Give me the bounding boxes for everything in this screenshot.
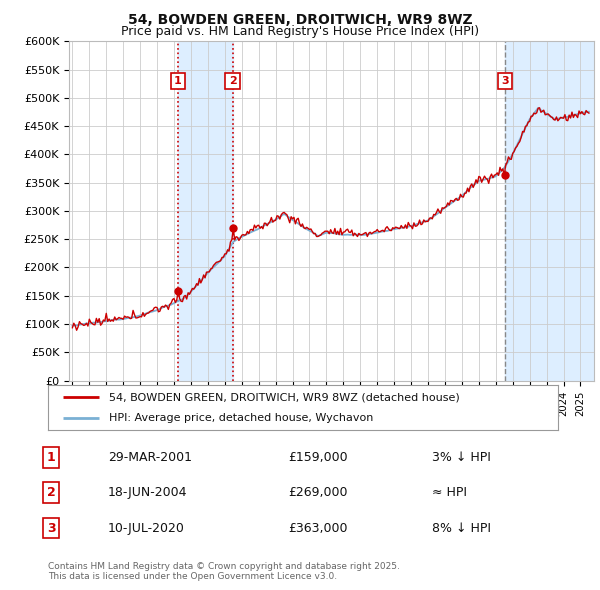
Text: Price paid vs. HM Land Registry's House Price Index (HPI): Price paid vs. HM Land Registry's House … bbox=[121, 25, 479, 38]
Text: 2: 2 bbox=[47, 486, 55, 499]
Text: 54, BOWDEN GREEN, DROITWICH, WR9 8WZ (detached house): 54, BOWDEN GREEN, DROITWICH, WR9 8WZ (de… bbox=[109, 392, 460, 402]
Text: 10-JUL-2020: 10-JUL-2020 bbox=[108, 522, 185, 535]
Bar bbox=[178, 41, 233, 381]
Text: 1: 1 bbox=[47, 451, 55, 464]
Text: Contains HM Land Registry data © Crown copyright and database right 2025.
This d: Contains HM Land Registry data © Crown c… bbox=[48, 562, 400, 581]
Text: 29-MAR-2001: 29-MAR-2001 bbox=[108, 451, 192, 464]
Bar bbox=[505, 41, 594, 381]
Text: 8% ↓ HPI: 8% ↓ HPI bbox=[432, 522, 491, 535]
Text: 3: 3 bbox=[47, 522, 55, 535]
Text: HPI: Average price, detached house, Wychavon: HPI: Average price, detached house, Wych… bbox=[109, 412, 374, 422]
Text: 3: 3 bbox=[501, 76, 509, 86]
Text: 1: 1 bbox=[174, 76, 182, 86]
Text: £269,000: £269,000 bbox=[288, 486, 347, 499]
Text: 3% ↓ HPI: 3% ↓ HPI bbox=[432, 451, 491, 464]
Text: ≈ HPI: ≈ HPI bbox=[432, 486, 467, 499]
Text: 54, BOWDEN GREEN, DROITWICH, WR9 8WZ: 54, BOWDEN GREEN, DROITWICH, WR9 8WZ bbox=[128, 13, 472, 27]
Text: £159,000: £159,000 bbox=[288, 451, 347, 464]
Text: 2: 2 bbox=[229, 76, 236, 86]
Text: £363,000: £363,000 bbox=[288, 522, 347, 535]
Text: 18-JUN-2004: 18-JUN-2004 bbox=[108, 486, 187, 499]
